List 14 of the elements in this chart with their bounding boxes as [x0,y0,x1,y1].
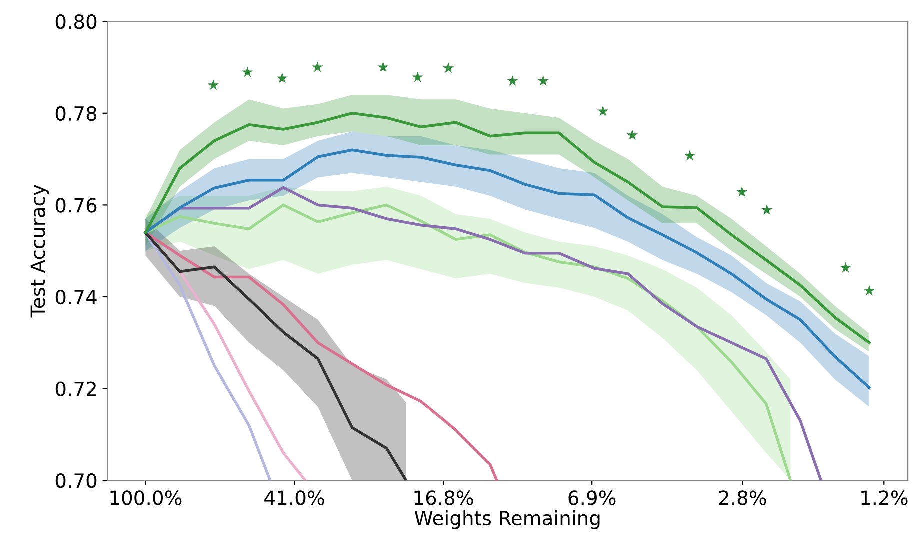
x-tick-label: 6.9% [568,490,616,506]
y-tick-label: 0.78 [56,106,97,122]
y-tick-label: 0.74 [56,290,97,305]
y-tick-label: 0.72 [56,382,96,396]
x-tick-label: 100.0% [110,490,182,506]
y-tick-label: 0.70 [56,474,97,488]
x-tick-label: 16.8% [414,490,474,506]
x-tick-label: 1.2% [862,490,908,506]
x-tick-label: 41.0% [264,490,324,506]
y-tick-label: 0.80 [56,14,97,30]
y-axis-title: Test Accuracy [30,185,50,318]
y-tick-label: 0.76 [56,198,97,213]
x-axis-title: Weights Remaining [414,510,600,530]
x-tick-label: 2.8% [719,490,766,506]
